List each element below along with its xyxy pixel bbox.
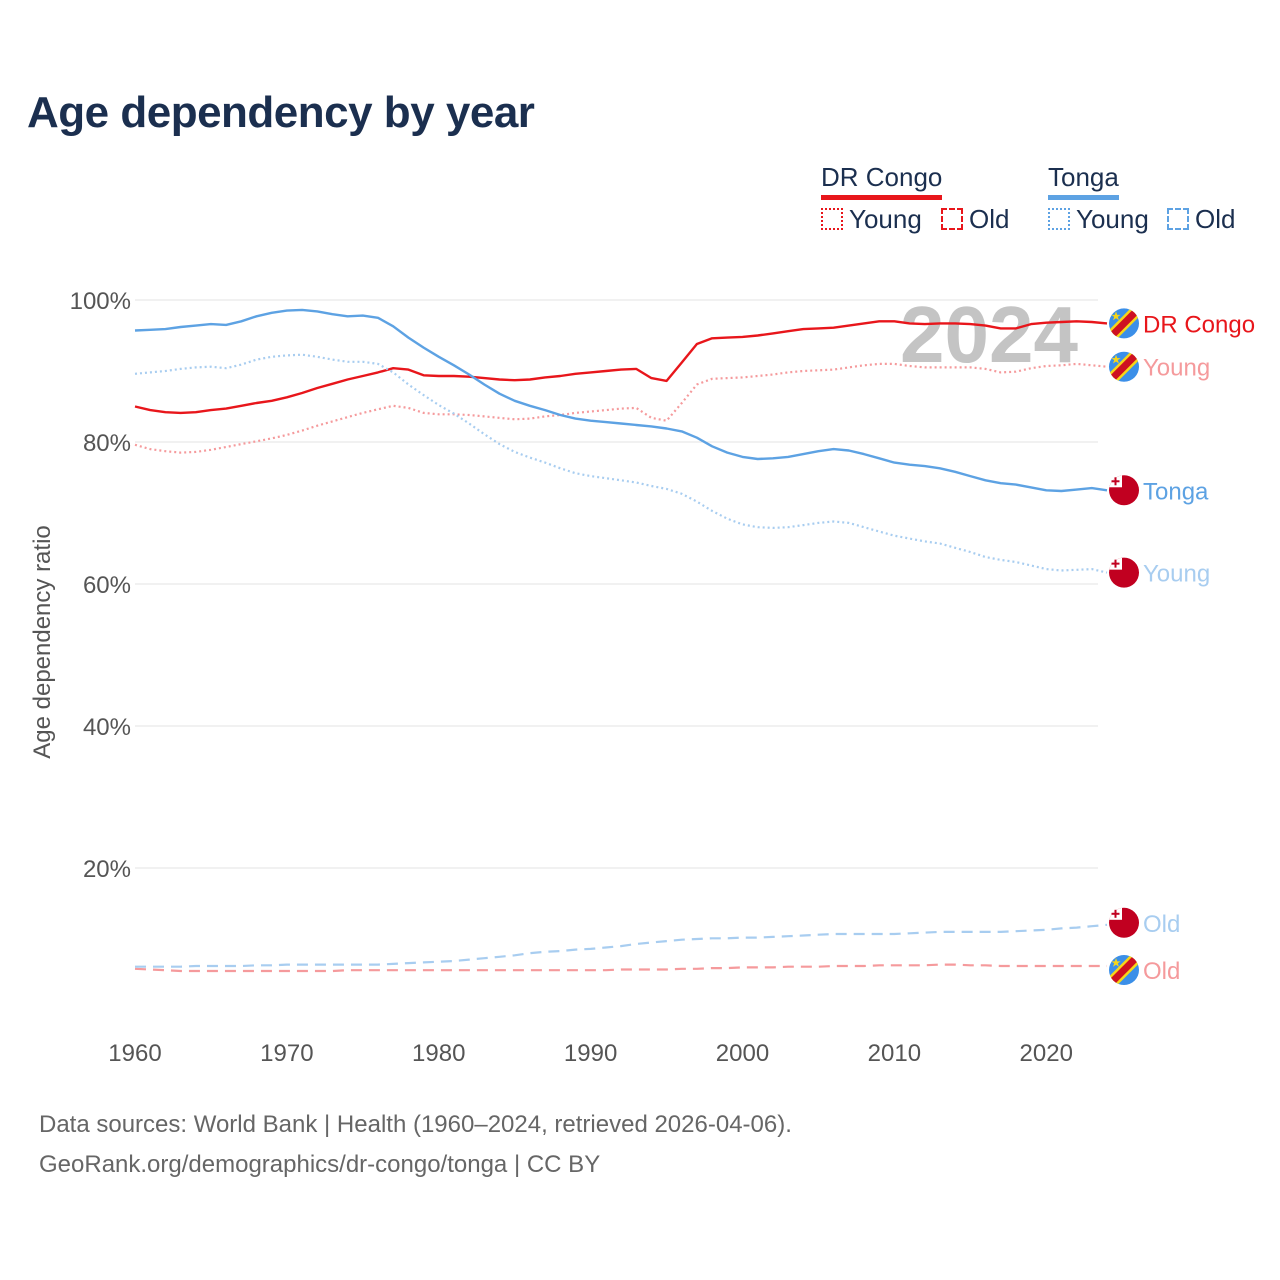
legend-dotted-swatch-icon	[1048, 208, 1070, 230]
x-tick-label: 1990	[564, 1040, 617, 1067]
legend-country-dr-congo: DR Congo	[821, 162, 943, 200]
series-line-tonga-young	[134, 353, 1108, 574]
source-line-1: Data sources: World Bank | Health (1960–…	[39, 1111, 792, 1138]
tonga-flag-icon	[1109, 557, 1139, 588]
tonga-flag-icon	[1109, 907, 1139, 938]
legend-tonga-young: Young	[1048, 204, 1149, 234]
series-line-tonga	[134, 308, 1108, 493]
x-tick-label: 1970	[260, 1040, 313, 1067]
x-tick-label: 2000	[716, 1040, 769, 1067]
legend-dashed-swatch-icon	[1167, 208, 1189, 230]
series-end-label-dr-congo: DR Congo	[1143, 311, 1255, 338]
source-line-2: GeoRank.org/demographics/dr-congo/tonga …	[39, 1151, 601, 1178]
source-note: Data sources: World Bank | Health (1960–…	[39, 1105, 792, 1185]
dr-congo-flag-icon	[1109, 954, 1139, 985]
legend-dr-congo-old: Old	[941, 204, 1009, 234]
series-line-dr-congo-young	[134, 362, 1108, 454]
x-tick-label: 1960	[108, 1040, 161, 1067]
series-lines	[134, 308, 1108, 973]
end-markers: DR Congo Young Old Tonga Young Old	[1109, 308, 1255, 985]
x-tick-label: 2010	[868, 1040, 921, 1067]
y-tick-label: 40%	[83, 714, 131, 741]
chart-title: Age dependency by year	[27, 88, 535, 137]
legend-young-label: Young	[1076, 203, 1149, 234]
legend-dashed-swatch-icon	[941, 208, 963, 230]
y-axis-label: Age dependency ratio	[29, 525, 56, 759]
legend-country-tonga: Tonga	[1048, 162, 1119, 200]
gridlines	[135, 299, 1098, 869]
series-end-label-tonga-young: Young	[1143, 561, 1210, 588]
legend-old-label: Old	[969, 203, 1010, 234]
y-tick-label: 80%	[83, 430, 131, 457]
series-line-dr-congo	[134, 320, 1108, 415]
legend-old-label: Old	[1195, 203, 1236, 234]
y-axis-ticks: 20% 40% 60% 80% 100%	[70, 288, 131, 883]
x-axis-ticks: 1960 1970 1980 1990 2000 2010 2020	[108, 1040, 1073, 1067]
series-end-label-tonga-old: Old	[1143, 911, 1180, 938]
legend-young-label: Young	[849, 203, 922, 234]
y-tick-label: 20%	[83, 856, 131, 883]
series-end-label-dr-congo-old: Old	[1143, 958, 1180, 985]
y-tick-label: 60%	[83, 572, 131, 599]
y-tick-label: 100%	[70, 288, 131, 315]
series-end-label-dr-congo-young: Young	[1143, 355, 1210, 382]
x-tick-label: 2020	[1020, 1040, 1073, 1067]
series-line-dr-congo-old	[134, 963, 1107, 973]
legend-dotted-swatch-icon	[821, 208, 843, 230]
x-tick-label: 1980	[412, 1040, 465, 1067]
year-watermark: 2024	[900, 290, 1078, 379]
dr-congo-flag-icon	[1109, 308, 1139, 339]
series-end-label-tonga: Tonga	[1143, 478, 1209, 505]
legend-dr-congo-young: Young	[821, 204, 922, 234]
legend-tonga-old: Old	[1167, 204, 1235, 234]
dr-congo-flag-icon	[1109, 351, 1139, 382]
line-chart: 20% 40% 60% 80% 100% 1960 1970 1980 1990 2000 201…	[29, 288, 1255, 1067]
tonga-flag-icon	[1109, 475, 1139, 506]
series-line-tonga-old	[135, 923, 1108, 968]
